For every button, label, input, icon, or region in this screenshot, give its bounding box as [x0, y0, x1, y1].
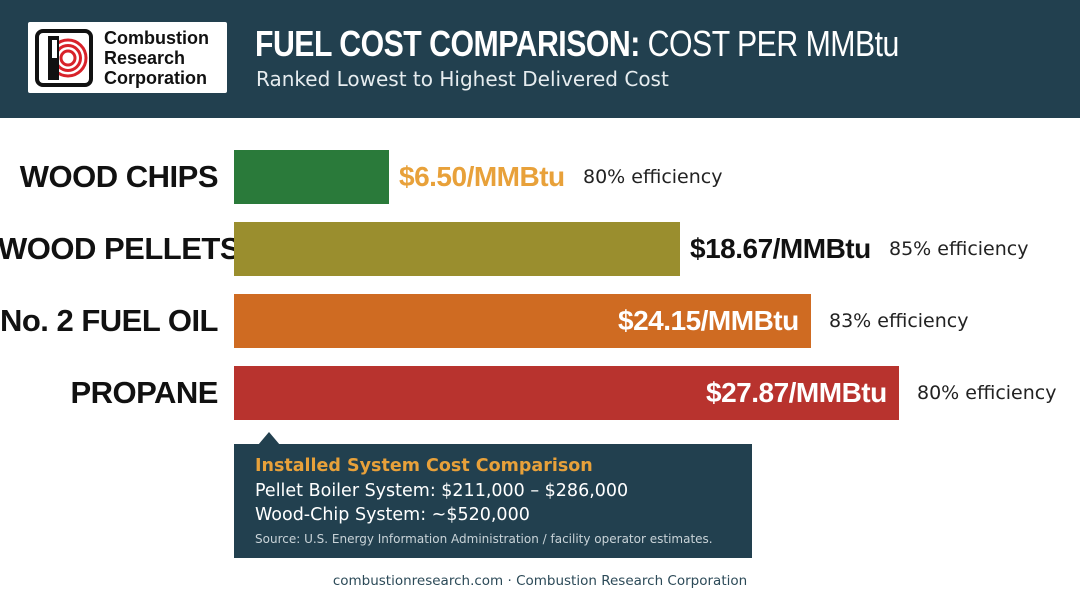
title-rest: COST PER MMBtu — [639, 23, 900, 64]
efficiency-label: 80% efficiency — [917, 382, 1057, 404]
logo-line-3: Corporation — [104, 68, 207, 88]
value-label: $24.15/MMBtu — [618, 305, 799, 336]
header-banner: Combustion Research Corporation FUEL COS… — [0, 0, 1080, 118]
page-title: FUEL COST COMPARISON: COST PER MMBtu — [255, 22, 899, 66]
category-label: WOOD CHIPS — [19, 159, 219, 194]
logo-line-1: Combustion — [104, 28, 209, 48]
bar — [234, 150, 389, 204]
bar — [234, 294, 811, 348]
logo-icon — [35, 29, 93, 87]
logo-wordmark: Combustion Research Corporation — [104, 28, 224, 88]
title-bold: FUEL COST COMPARISON: — [255, 23, 640, 64]
efficiency-label: 85% efficiency — [889, 238, 1029, 260]
logo-line-2: Research — [104, 48, 186, 68]
source-note: Source: U.S. Energy Information Administ… — [255, 532, 713, 546]
bar — [234, 366, 899, 420]
page-subtitle: Ranked Lowest to Highest Delivered Cost — [256, 67, 669, 91]
wood-chip-system-cost: Wood-Chip System: ~$520,000 — [255, 505, 530, 525]
efficiency-label: 80% efficiency — [583, 166, 723, 188]
category-label: No. 2 FUEL OIL — [0, 303, 219, 338]
category-label: PROPANE — [70, 375, 218, 410]
callout-title: Installed System Cost Comparison — [255, 456, 593, 476]
footer-credit: combustionresearch.com · Combustion Rese… — [332, 573, 748, 589]
installed-cost-callout: Installed System Cost Comparison Pellet … — [234, 444, 752, 558]
value-label: $6.50/MMBtu — [399, 161, 565, 192]
company-logo: Combustion Research Corporation — [28, 22, 227, 93]
efficiency-label: 83% efficiency — [829, 310, 969, 332]
category-label: WOOD PELLETS — [0, 231, 241, 266]
bar — [234, 222, 680, 276]
callout-pointer — [258, 432, 280, 445]
value-label: $27.87/MMBtu — [706, 377, 887, 408]
value-label: $18.67/MMBtu — [690, 233, 871, 264]
pellet-system-cost: Pellet Boiler System: $211,000 – $286,00… — [255, 481, 629, 501]
